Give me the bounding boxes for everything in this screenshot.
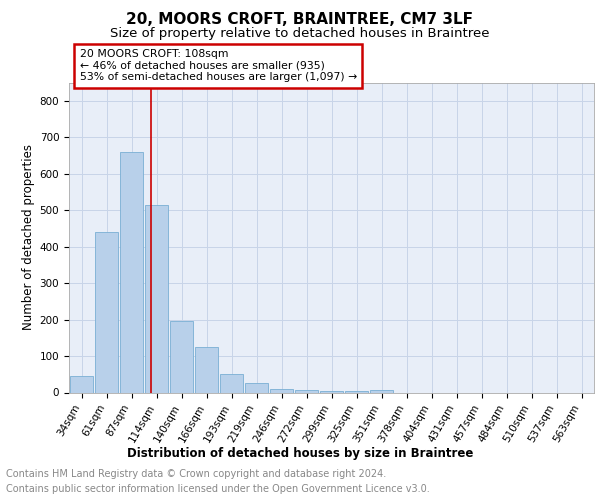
Bar <box>70 376 93 392</box>
Bar <box>120 152 143 392</box>
Bar <box>295 390 318 392</box>
Text: Contains public sector information licensed under the Open Government Licence v3: Contains public sector information licen… <box>6 484 430 494</box>
Bar <box>320 390 343 392</box>
Text: Contains HM Land Registry data © Crown copyright and database right 2024.: Contains HM Land Registry data © Crown c… <box>6 469 386 479</box>
Text: 20, MOORS CROFT, BRAINTREE, CM7 3LF: 20, MOORS CROFT, BRAINTREE, CM7 3LF <box>127 12 473 28</box>
Bar <box>220 374 243 392</box>
Bar <box>245 384 268 392</box>
Text: Distribution of detached houses by size in Braintree: Distribution of detached houses by size … <box>127 448 473 460</box>
Bar <box>345 390 368 392</box>
Bar <box>270 389 293 392</box>
Text: Size of property relative to detached houses in Braintree: Size of property relative to detached ho… <box>110 28 490 40</box>
Text: 20 MOORS CROFT: 108sqm
← 46% of detached houses are smaller (935)
53% of semi-de: 20 MOORS CROFT: 108sqm ← 46% of detached… <box>79 50 357 82</box>
Bar <box>170 322 193 392</box>
Bar <box>195 347 218 393</box>
Bar <box>370 390 393 392</box>
Bar <box>145 204 168 392</box>
Bar <box>95 232 118 392</box>
Y-axis label: Number of detached properties: Number of detached properties <box>22 144 35 330</box>
